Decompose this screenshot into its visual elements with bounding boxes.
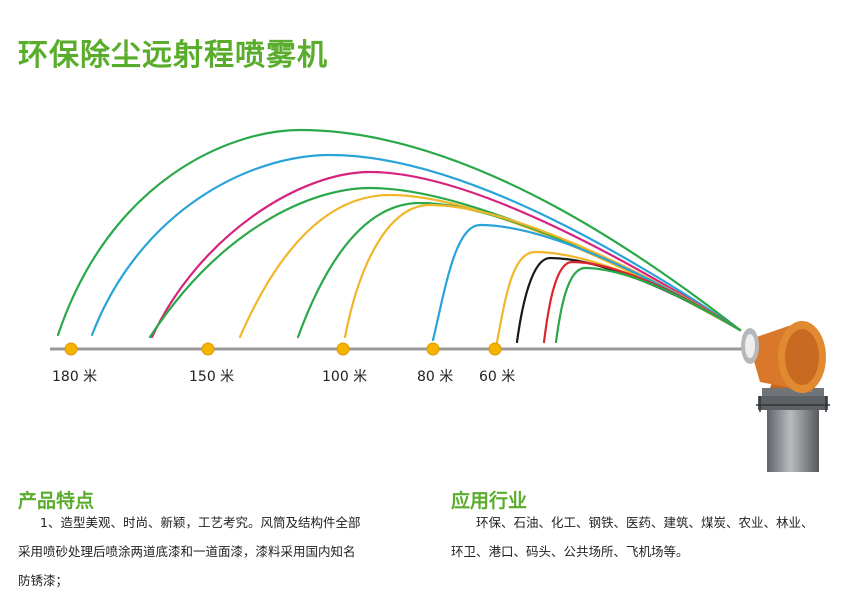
features-heading: 产品特点: [18, 490, 95, 512]
spray-arc-green-short: [554, 266, 742, 344]
spray-arc-magenta: [150, 170, 742, 339]
features-text: 1、造型美观、时尚、新颖，工艺考究。风筒及结构件全部 采用喷砂处理后喷涂两道底漆…: [18, 508, 438, 595]
spray-arc-yellow-150m: [238, 193, 742, 339]
marker-150m: [201, 342, 215, 356]
features-line: 防锈漆；: [18, 573, 69, 588]
distance-label-100m: 100 米: [322, 369, 368, 385]
industries-text: 环保、石油、化工、钢铁、医药、建筑、煤炭、农业、林业、 环卫、港口、码头、公共场…: [451, 508, 856, 566]
features-line: 采用喷砂处理后喷涂两道底漆和一道面漆，漆料采用国内知名: [18, 544, 356, 559]
sprayer-machine-illustration: [741, 321, 830, 472]
distance-label-150m: 150 米: [189, 369, 235, 385]
industries-heading: 应用行业: [451, 490, 528, 512]
spray-arc-180m-green: [56, 128, 742, 337]
spray-arc-blue-large: [90, 153, 742, 337]
marker-100m: [336, 342, 350, 356]
industries-line: 环保、石油、化工、钢铁、医药、建筑、煤炭、农业、林业、: [476, 515, 814, 530]
distance-label-80m: 80 米: [417, 369, 454, 385]
page-title: 环保除尘远射程喷雾机: [18, 38, 328, 73]
marker-80m: [426, 342, 440, 356]
industries-line: 环卫、港口、码头、公共场所、飞机场等。: [451, 544, 689, 559]
features-line: 1、造型美观、时尚、新颖，工艺考究。风筒及结构件全部: [40, 515, 361, 530]
marker-60m: [488, 342, 502, 356]
distance-markers: [64, 342, 502, 356]
distance-label-60m: 60 米: [479, 369, 516, 385]
distance-label-180m: 180 米: [52, 369, 98, 385]
spray-arc-green-mid: [148, 186, 742, 339]
marker-180m: [64, 342, 78, 356]
spray-arc-yellow-100m: [343, 203, 742, 339]
